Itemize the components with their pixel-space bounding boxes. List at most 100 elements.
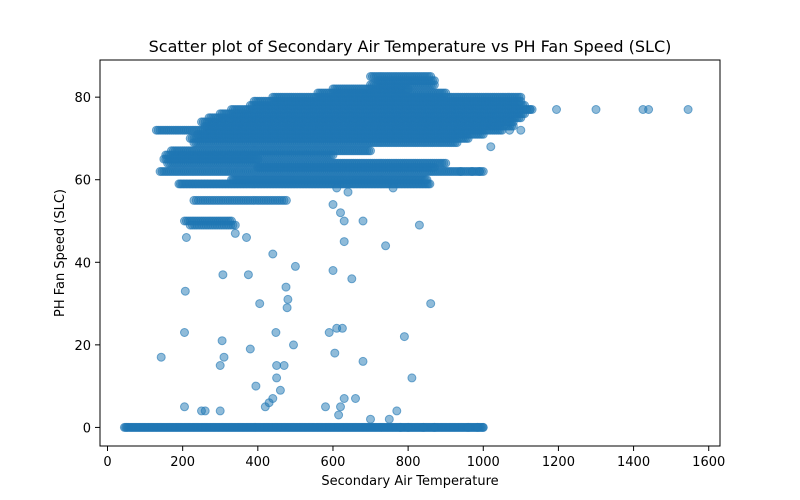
y-tick-label: 60 [74, 174, 91, 189]
scatter-point [281, 195, 291, 205]
scatter-point [399, 332, 409, 342]
scatter-point [268, 394, 278, 403]
y-axis-label: PH Fan Speed (SLC) [53, 189, 68, 317]
x-tick-label: 0 [103, 455, 111, 470]
scatter-point [242, 233, 251, 242]
scatter-point [218, 270, 228, 280]
scatter-point [403, 422, 413, 432]
scatter-point [324, 328, 334, 337]
scatter-point [396, 422, 406, 432]
points-layer [119, 72, 693, 432]
scatter-point [467, 167, 477, 176]
scatter-point [366, 414, 375, 424]
scatter-point [516, 125, 526, 135]
scatter-point [347, 274, 357, 284]
scatter-point [441, 158, 451, 168]
scatter-point [275, 385, 285, 395]
scatter-point [441, 88, 451, 98]
scatter-point [478, 422, 488, 432]
x-tick-label: 1000 [467, 455, 500, 470]
scatter-point [282, 303, 292, 313]
scatter-point [505, 125, 515, 135]
scatter-point [418, 422, 428, 432]
scatter-point [272, 373, 282, 383]
scatter-point [456, 167, 466, 176]
scatter-point [217, 336, 227, 346]
scatter-point [426, 72, 436, 81]
y-tick-label: 40 [74, 256, 91, 271]
x-tick-label: 200 [170, 455, 195, 470]
scatter-point [230, 228, 240, 238]
scatter-point [429, 422, 439, 432]
x-tick-label: 1400 [617, 455, 650, 470]
scatter-point [351, 394, 360, 403]
scatter-point [366, 146, 375, 156]
x-tick-label: 600 [321, 455, 346, 470]
scatter-point [525, 105, 535, 114]
scatter-point [486, 142, 496, 152]
scatter-point [321, 402, 330, 412]
scatter-point [463, 422, 473, 432]
scatter-point [384, 414, 394, 424]
scatter-point [219, 352, 229, 362]
scatter-point [272, 361, 282, 370]
scatter-point [336, 208, 345, 218]
scatter-point [552, 105, 561, 114]
scatter-point [339, 237, 349, 247]
scatter-point [200, 406, 210, 416]
scatter-point [251, 381, 261, 391]
scatter-point [516, 92, 526, 102]
scatter-point [339, 394, 349, 403]
scatter-point [392, 406, 402, 416]
scatter-point [271, 328, 281, 337]
chart-title: Scatter plot of Secondary Air Temperatur… [149, 37, 672, 56]
x-tick-label: 800 [396, 455, 421, 470]
scatter-point [358, 216, 368, 226]
scatter-point [215, 406, 225, 416]
scatter-point [475, 167, 484, 176]
scatter-point [268, 249, 278, 259]
scatter-point [343, 187, 353, 197]
scatter-point [591, 105, 601, 114]
scatter-point [644, 105, 654, 114]
scatter-point [255, 299, 265, 309]
scatter-point [181, 233, 191, 242]
scatter-point [426, 299, 436, 309]
scatter-point [289, 340, 298, 350]
x-tick-label: 400 [245, 455, 270, 470]
y-tick-label: 80 [74, 91, 91, 106]
scatter-point [330, 348, 340, 358]
x-tick-label: 1200 [542, 455, 575, 470]
scatter-point [388, 183, 398, 193]
scatter-point [422, 175, 432, 185]
scatter-point [339, 216, 349, 226]
scatter-point [180, 402, 189, 412]
scatter-point [290, 261, 300, 271]
scatter-point [337, 323, 347, 333]
scatter-point [334, 410, 344, 420]
scatter-point [180, 328, 189, 337]
scatter-point [407, 373, 417, 383]
scatter-point [215, 361, 225, 370]
scatter-point [156, 352, 166, 362]
scatter-point [332, 183, 342, 193]
y-tick-label: 0 [83, 421, 91, 436]
scatter-point [279, 361, 289, 370]
scatter-point [683, 105, 693, 114]
scatter-point [328, 266, 338, 275]
x-tick-label: 1600 [692, 455, 725, 470]
x-axis-label: Secondary Air Temperature [321, 474, 498, 489]
scatter-point [180, 286, 190, 296]
scatter-point [328, 200, 338, 209]
y-tick-label: 20 [74, 339, 91, 354]
scatter-point [358, 356, 368, 366]
scatter-point [336, 402, 345, 412]
scatter-point [243, 270, 253, 280]
scatter-point [381, 241, 391, 251]
scatter-point [245, 344, 255, 354]
scatter-point [281, 282, 291, 292]
scatter-point [414, 220, 424, 230]
scatter-point [283, 294, 293, 304]
scatter-point [230, 220, 240, 230]
